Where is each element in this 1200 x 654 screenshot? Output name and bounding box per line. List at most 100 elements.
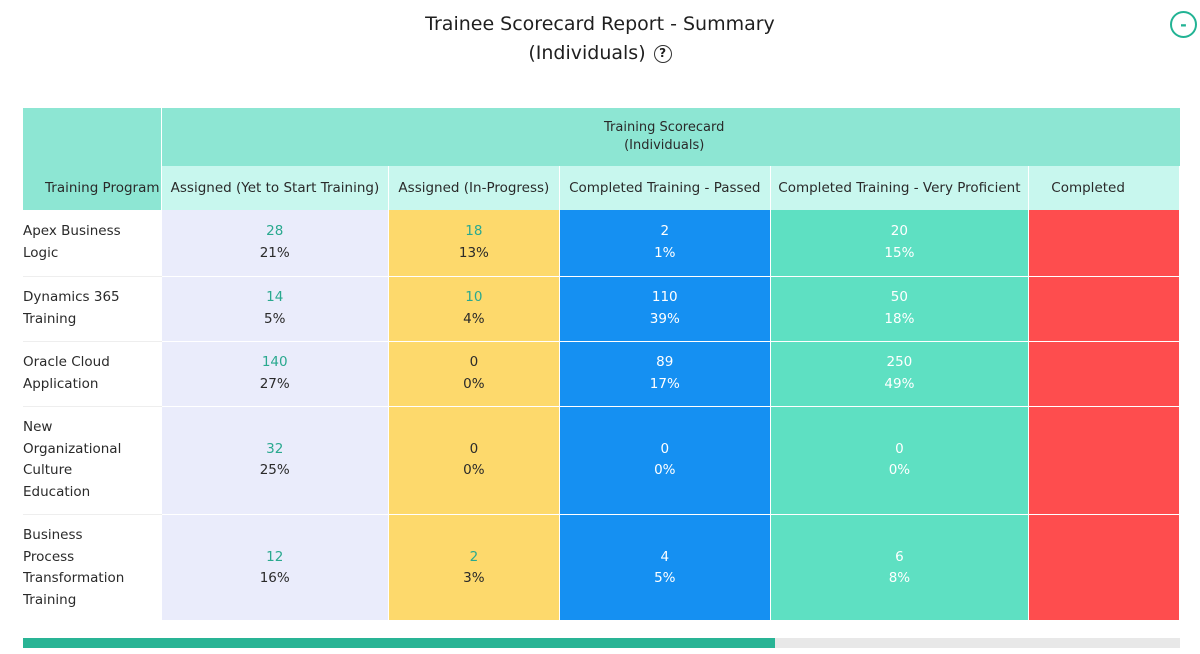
percent-value: 18%	[884, 310, 915, 327]
column-header-passed[interactable]: Completed Training - Passed	[559, 166, 771, 210]
percent-value: 8%	[888, 570, 911, 586]
column-header-in-progress[interactable]: Assigned (In-Progress)	[388, 166, 561, 210]
count-value[interactable]: 12	[266, 548, 284, 565]
count-value[interactable]: 140	[261, 354, 288, 370]
percent-value: 49%	[884, 375, 915, 392]
column-header-very-proficient[interactable]: Completed Training - Very Proficient	[770, 166, 1030, 210]
training-program-cell[interactable]: Business Process Transformation Training	[23, 514, 162, 620]
count-value[interactable]: 32	[266, 440, 284, 457]
scorecard-table-viewport[interactable]: Training Scorecard (Individuals) Trainin…	[23, 108, 1180, 620]
count-value[interactable]: 2	[469, 548, 479, 565]
training-program-name-line: Dynamics 365	[23, 289, 120, 305]
help-icon[interactable]: ?	[653, 44, 672, 63]
percent-value: 0%	[463, 462, 485, 478]
passed-cell[interactable]: 4 5%	[559, 514, 771, 620]
very-proficient-cell[interactable]: 50 18%	[770, 276, 1030, 342]
percent-value: 5%	[264, 310, 286, 327]
count-value[interactable]: 14	[266, 289, 284, 305]
completed-cell[interactable]	[1028, 210, 1180, 277]
training-program-name-line: Logic	[23, 244, 59, 261]
count-value[interactable]: 0	[895, 440, 904, 457]
percent-value: 0%	[888, 462, 911, 478]
passed-cell[interactable]: 110 39%	[559, 276, 771, 342]
percent-value: 15%	[884, 244, 915, 261]
very-proficient-cell[interactable]: 20 15%	[770, 210, 1030, 277]
completed-cell[interactable]	[1028, 514, 1180, 620]
scrollbar-thumb[interactable]	[23, 638, 775, 648]
group-header-row: Training Scorecard (Individuals)	[23, 108, 1180, 166]
in-progress-cell[interactable]: 2 3%	[388, 514, 561, 620]
header-corner	[23, 108, 163, 166]
column-header-training-program[interactable]: Training Program	[23, 166, 163, 210]
completed-cell[interactable]	[1028, 276, 1180, 342]
training-program-name-line: Application	[23, 375, 99, 392]
very-proficient-cell[interactable]: 250 49%	[770, 341, 1030, 407]
column-header-completed[interactable]: Completed	[1028, 166, 1180, 210]
training-program-name-line: Culture	[23, 462, 73, 478]
group-header-line1: Training Scorecard	[604, 120, 725, 135]
horizontal-scrollbar[interactable]	[23, 638, 1180, 648]
table-row: Oracle Cloud Application 140 27% 0 0% 89 17% 250…	[23, 341, 1180, 407]
training-program-cell[interactable]: Oracle Cloud Application	[23, 341, 162, 407]
table-row: Apex Business Logic 28 21% 18 13% 2 1% 20 15%	[23, 210, 1180, 277]
training-program-name-line: Transformation	[23, 570, 125, 586]
table-row: New Organizational Culture Education 32 25% 0 0…	[23, 406, 1180, 515]
yet-to-start-cell[interactable]: 12 16%	[161, 514, 389, 620]
in-progress-cell[interactable]: 18 13%	[388, 210, 561, 277]
count-value[interactable]: 89	[656, 354, 674, 370]
count-value[interactable]: 2	[660, 223, 670, 240]
count-value[interactable]: 50	[890, 289, 908, 305]
percent-value: 1%	[654, 244, 676, 261]
yet-to-start-cell[interactable]: 140 27%	[161, 341, 389, 407]
yet-to-start-cell[interactable]: 14 5%	[161, 276, 389, 342]
yet-to-start-cell[interactable]: 28 21%	[161, 210, 389, 277]
in-progress-cell[interactable]: 0 0%	[388, 341, 561, 407]
completed-cell[interactable]	[1028, 406, 1180, 515]
percent-value: 5%	[654, 570, 676, 586]
table-body: Apex Business Logic 28 21% 18 13% 2 1% 20 15% Dyna…	[23, 210, 1180, 620]
completed-cell[interactable]	[1028, 341, 1180, 407]
yet-to-start-cell[interactable]: 32 25%	[161, 406, 389, 515]
passed-cell[interactable]: 2 1%	[559, 210, 771, 277]
report-title-line1: Trainee Scorecard Report - Summary	[425, 13, 775, 35]
in-progress-cell[interactable]: 0 0%	[388, 406, 561, 515]
training-program-cell[interactable]: Apex Business Logic	[23, 210, 162, 277]
table-row: Dynamics 365 Training 14 5% 10 4% 110 39% 50 18%	[23, 276, 1180, 342]
very-proficient-cell[interactable]: 0 0%	[770, 406, 1030, 515]
report-title-subtitle: (Individuals)	[528, 42, 646, 64]
report-title: Trainee Scorecard Report - Summary (Indi…	[0, 10, 1200, 68]
training-program-name-line: Business	[23, 527, 83, 543]
training-program-cell[interactable]: New Organizational Culture Education	[23, 406, 162, 515]
count-value[interactable]: 10	[465, 289, 483, 305]
collapse-icon[interactable]: -	[1170, 11, 1197, 38]
count-value[interactable]: 6	[895, 548, 904, 565]
percent-value: 39%	[649, 310, 680, 327]
count-value[interactable]: 18	[465, 223, 483, 240]
group-header-line2: (Individuals)	[624, 138, 705, 153]
count-value[interactable]: 0	[469, 354, 479, 370]
percent-value: 27%	[259, 375, 290, 392]
training-program-cell[interactable]: Dynamics 365 Training	[23, 276, 162, 342]
percent-value: 16%	[259, 570, 290, 586]
count-value[interactable]: 0	[469, 440, 479, 457]
percent-value: 4%	[463, 310, 485, 327]
table-row: Business Process Transformation Training 12 1…	[23, 514, 1180, 620]
count-value[interactable]: 0	[660, 440, 670, 457]
count-value[interactable]: 20	[890, 223, 908, 240]
count-value[interactable]: 28	[266, 223, 284, 240]
very-proficient-cell[interactable]: 6 8%	[770, 514, 1030, 620]
count-value[interactable]: 4	[660, 548, 670, 565]
in-progress-cell[interactable]: 10 4%	[388, 276, 561, 342]
training-program-name-line: Process	[23, 548, 75, 565]
percent-value: 25%	[259, 462, 290, 478]
passed-cell[interactable]: 89 17%	[559, 341, 771, 407]
passed-cell[interactable]: 0 0%	[559, 406, 771, 515]
training-program-name-line: Apex Business	[23, 223, 121, 240]
count-value[interactable]: 250	[886, 354, 913, 370]
group-header: Training Scorecard (Individuals)	[162, 119, 1166, 155]
percent-value: 0%	[463, 375, 485, 392]
column-header-yet-to-start[interactable]: Assigned (Yet to Start Training)	[161, 166, 389, 210]
count-value[interactable]: 110	[651, 289, 678, 305]
column-header-row: Training Program Assigned (Yet to Start …	[23, 166, 1180, 210]
